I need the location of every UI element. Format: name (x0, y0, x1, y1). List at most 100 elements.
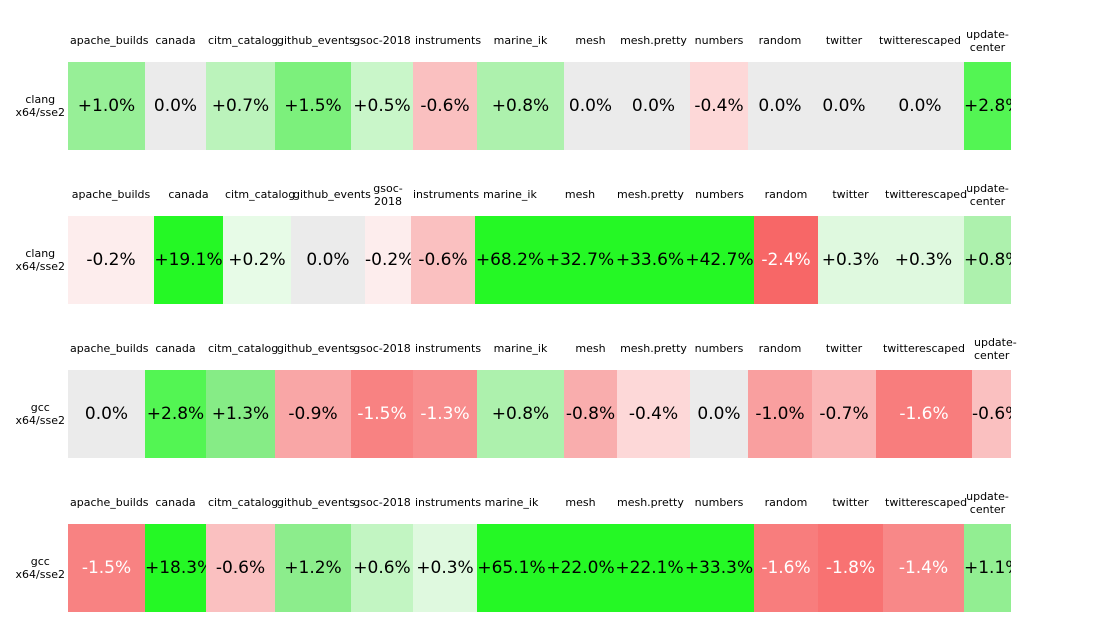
column-header: gsoc-2018 (353, 34, 411, 48)
value-text: +0.8% (964, 250, 1011, 270)
value-cell: 0.0% (564, 62, 617, 150)
row-label: clang x64/sse2 (0, 216, 68, 304)
value-cell: -1.6% (754, 524, 818, 612)
row-label-line2: x64/sse2 (15, 259, 65, 273)
value-text: -2.4% (761, 250, 811, 270)
value-text: +1.2% (284, 558, 342, 578)
value-cell: -0.4% (690, 62, 748, 150)
column-header: github_events (293, 188, 371, 202)
column-header: twitterescaped (885, 496, 968, 510)
header-row: apache_builds canada citm_catalog github_ev… (0, 328, 1017, 370)
column-header: numbers (694, 34, 744, 48)
column-header: github_events (277, 342, 355, 356)
column-header: random (758, 34, 802, 48)
value-row: clang x64/sse2 -0.2% +19.1% +0.2% 0.0% -0.2% -0… (0, 216, 1011, 304)
row-label-line2: x64/sse2 (15, 105, 65, 119)
value-text: +33.6% (615, 250, 685, 270)
header-spacer (0, 482, 68, 524)
value-text: 0.0% (898, 96, 942, 116)
value-cell: -0.8% (564, 370, 617, 458)
value-cell: -1.8% (818, 524, 883, 612)
value-text: -0.2% (86, 250, 136, 270)
value-cell: 0.0% (690, 370, 748, 458)
value-text: -0.8% (565, 404, 616, 424)
value-text: -0.4% (694, 96, 744, 116)
value-cell: 0.0% (748, 62, 812, 150)
column-header: mesh.pretty (620, 34, 687, 48)
value-cell: 0.0% (617, 62, 690, 150)
column-header: twitterescaped (878, 34, 962, 48)
column-header: citm_catalog (225, 188, 296, 202)
header-spacer (0, 174, 68, 216)
value-text: 0.0% (84, 404, 129, 424)
column-header: mesh.pretty (617, 496, 684, 510)
column-header: twitter (825, 342, 863, 356)
value-row: gcc x64/sse2 0.0% +2.8% +1.3% -0.9% -1.5% -1.3%… (0, 370, 1011, 458)
value-cell: 0.0% (145, 62, 206, 150)
column-header: twitterescaped (882, 342, 966, 356)
column-header: gsoc-2018 (353, 496, 411, 510)
header-spacer (0, 328, 68, 370)
row-label: gcc x64/sse2 (0, 370, 68, 458)
value-text: -1.8% (825, 558, 876, 578)
value-text: +0.6% (353, 558, 411, 578)
column-header: numbers (694, 496, 744, 510)
value-cell: +32.7% (545, 216, 615, 304)
row-label-line2: x64/sse2 (15, 413, 65, 427)
benchmark-table-clang-2: apache_builds canada citm_catalog github_ev… (0, 174, 1011, 304)
column-header: mesh.pretty (620, 342, 687, 356)
column-header: mesh (575, 34, 606, 48)
value-text: +1.1% (964, 558, 1011, 578)
column-header: random (764, 188, 808, 202)
value-text: 0.0% (697, 404, 741, 424)
value-text: +0.7% (211, 96, 270, 116)
value-text: +1.0% (77, 96, 136, 116)
column-header: canada (155, 496, 196, 510)
value-text: +19.1% (154, 250, 223, 270)
value-cell: +0.8% (477, 62, 564, 150)
value-text: -0.6% (420, 96, 470, 116)
column-header: twitter (832, 188, 869, 202)
value-text: 0.0% (822, 96, 866, 116)
column-header: instruments (413, 188, 480, 202)
value-cell: -0.2% (68, 216, 154, 304)
value-text: -0.2% (365, 250, 411, 270)
value-cell: +22.1% (615, 524, 684, 612)
value-text: -0.6% (972, 404, 1011, 424)
value-text: 0.0% (758, 96, 802, 116)
value-cell: +0.5% (351, 62, 413, 150)
value-text: +2.8% (146, 404, 205, 424)
value-text: +22.1% (615, 558, 684, 578)
value-row: clang x64/sse2 +1.0% 0.0% +0.7% +1.5% +0.5% -0.… (0, 62, 1011, 150)
value-cell: -0.6% (206, 524, 275, 612)
value-text: +32.7% (545, 250, 615, 270)
value-cell: +0.7% (206, 62, 275, 150)
value-text: +33.3% (684, 558, 754, 578)
row-label-line1: gcc (30, 400, 50, 414)
column-header: github_events (277, 34, 355, 48)
value-text: -1.3% (420, 404, 470, 424)
value-cell: +1.1% (964, 524, 1011, 612)
value-cell: +68.2% (475, 216, 545, 304)
value-text: +0.5% (353, 96, 411, 116)
column-header: citm_catalog (208, 34, 279, 48)
column-header: random (764, 496, 808, 510)
column-header: canada (168, 188, 209, 202)
value-cell: -2.4% (754, 216, 818, 304)
column-header: marine_ik (484, 496, 539, 510)
value-text: -0.7% (819, 404, 869, 424)
column-header: update-center (966, 27, 1009, 55)
value-text: -1.4% (898, 558, 949, 578)
benchmark-table-gcc-2: apache_builds canada citm_catalog github_ev… (0, 482, 1011, 612)
benchmark-table-clang-1: apache_builds canada citm_catalog github_ev… (0, 20, 1011, 150)
column-header: update-center (974, 335, 1017, 363)
value-text: +65.1% (477, 558, 546, 578)
value-cell: +0.3% (883, 216, 964, 304)
value-text: 0.0% (568, 96, 613, 116)
value-text: +0.3% (821, 250, 880, 270)
column-header: mesh (564, 188, 596, 202)
column-header: marine_ik (493, 34, 548, 48)
value-text: +68.2% (475, 250, 545, 270)
